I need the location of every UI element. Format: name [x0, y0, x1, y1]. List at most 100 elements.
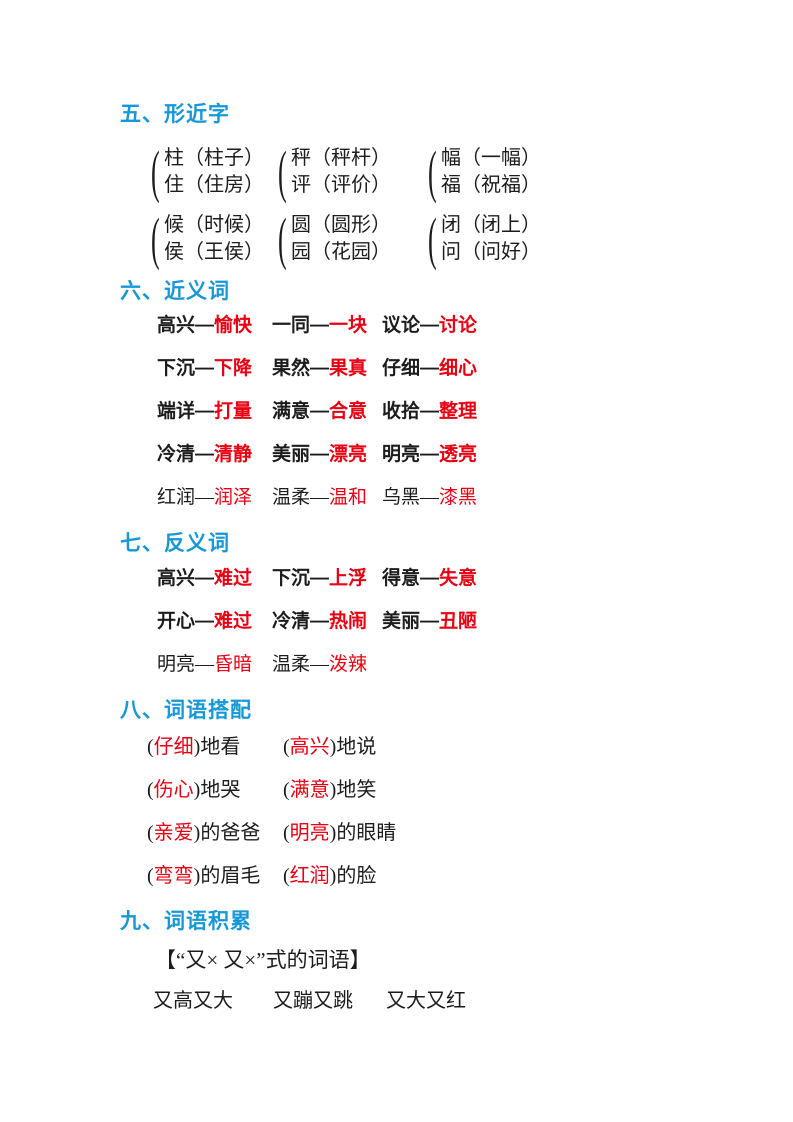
pattern-subtitle: 【“又× 又×”式的词语】 [155, 948, 371, 972]
collocation-word: 仔细 [153, 736, 194, 758]
dash: — [310, 315, 330, 336]
pair-bottom: 福（祝福） [441, 174, 541, 196]
dash: — [420, 315, 440, 336]
collocation-row: (仔细)地看 (高兴)地说 [147, 737, 793, 758]
collocation: (伤心)地哭 [147, 780, 283, 801]
pair-top: 幅（一幅） [441, 147, 541, 169]
pair-top: 秤（秤杆） [291, 147, 391, 169]
word-right: 愉快 [214, 315, 253, 336]
word-left: 温柔 [272, 487, 311, 508]
dash: — [420, 444, 440, 465]
dash: — [195, 654, 215, 675]
word-left: 乌黑 [382, 487, 421, 508]
word-right: 失意 [439, 568, 478, 589]
antonym-pair: 温柔—泼辣 [272, 655, 382, 675]
pair-bottom: 评（评价） [291, 174, 391, 196]
word-right: 昏暗 [214, 654, 253, 675]
word-left: 高兴 [157, 568, 196, 589]
paren-close: ) [329, 736, 337, 758]
word-right: 一块 [329, 315, 368, 336]
word-right: 果真 [329, 358, 368, 379]
dash: — [420, 401, 440, 422]
pair-lines: 幅（一幅） 福（祝福） [441, 145, 541, 199]
word-left: 满意 [272, 401, 311, 422]
word-right: 漂亮 [329, 444, 368, 465]
pair-brace: ( [151, 139, 160, 204]
antonym-pair: 得意—失意 [382, 569, 477, 589]
collocation: (亲爱)的爸爸 [147, 823, 283, 844]
collocation-word: 伤心 [153, 779, 194, 801]
paren-close: ) [329, 865, 337, 887]
collocation-tail: 地笑 [336, 779, 377, 801]
collocation-tail: 的眼睛 [336, 822, 397, 844]
synonym-pair: 温柔—温和 [272, 488, 382, 508]
dash: — [420, 611, 440, 632]
dash: — [310, 444, 330, 465]
section-title-fanyici: 七、反义词 [120, 532, 230, 555]
pair-brace: ( [151, 206, 160, 271]
word-right: 合意 [329, 401, 368, 422]
antonym-pair: 明亮—昏暗 [157, 655, 272, 675]
character-pair: ( 候（时候） 侯（王侯） [151, 206, 278, 271]
word-left: 冷清 [272, 611, 311, 632]
section-title-jinyici: 六、近义词 [120, 280, 230, 303]
paren-close: ) [329, 822, 337, 844]
word-left: 仔细 [382, 358, 421, 379]
dash: — [195, 401, 215, 422]
dash: — [310, 611, 330, 632]
pair-lines: 柱（柱子） 住（住房） [164, 145, 264, 199]
word-left: 温柔 [272, 654, 311, 675]
dash: — [195, 315, 215, 336]
dash: — [310, 487, 330, 508]
paren-open: ( [283, 736, 290, 758]
word-left: 一同 [272, 315, 311, 336]
collocation-tail: 地看 [200, 736, 241, 758]
section-ciyudapei: (仔细)地看 (高兴)地说 (伤心)地哭 (满意)地笑 (亲爱)的爸爸 (明亮)… [147, 737, 793, 887]
collocation-word: 亲爱 [153, 822, 194, 844]
character-pair: ( 秤（秤杆） 评（评价） [278, 143, 428, 201]
synonym-pair: 满意—合意 [272, 402, 382, 422]
word-left: 美丽 [382, 611, 421, 632]
synonym-row: 下沉—下降 果然—果真 仔细—细心 [157, 359, 793, 379]
word-right: 清静 [214, 444, 253, 465]
section-title-ciyujilei: 九、词语积累 [120, 910, 252, 933]
dash: — [420, 568, 440, 589]
paren-close: ) [193, 779, 201, 801]
dash: — [195, 444, 215, 465]
pair-brace: ( [428, 139, 437, 204]
antonym-pair: 冷清—热闹 [272, 612, 382, 632]
section-jinyici: 高兴—愉快 一同—一块 议论—讨论 下沉—下降 果然—果真 仔细—细心 端详—打… [157, 316, 793, 508]
collocation-tail: 的爸爸 [200, 822, 261, 844]
collocation: (红润)的脸 [283, 866, 376, 887]
word-left: 明亮 [382, 444, 421, 465]
pattern-word: 又高又大 [153, 990, 233, 1012]
collocation-word: 满意 [289, 779, 330, 801]
dash: — [195, 611, 215, 632]
collocation-word: 红润 [289, 865, 330, 887]
synonym-pair: 乌黑—漆黑 [382, 488, 477, 508]
word-left: 果然 [272, 358, 311, 379]
pair-bottom: 侯（王侯） [164, 241, 264, 263]
word-left: 端详 [157, 401, 196, 422]
paren-open: ( [283, 822, 290, 844]
paren-close: ) [329, 779, 337, 801]
collocation-row: (弯弯)的眉毛 (红润)的脸 [147, 866, 793, 887]
section-xingjinzi: ( 柱（柱子） 住（住房） ( 秤（秤杆） 评（评价） ( 幅（一幅） 福（祝福… [151, 139, 793, 271]
synonym-pair: 冷清—清静 [157, 445, 272, 465]
synonym-pair: 明亮—透亮 [382, 445, 477, 465]
synonym-pair: 一同—一块 [272, 316, 382, 336]
pair-top: 候（时候） [164, 214, 264, 236]
paren-close: ) [193, 822, 201, 844]
word-left: 开心 [157, 611, 196, 632]
section-fanyici: 高兴—难过 下沉—上浮 得意—失意 开心—难过 冷清—热闹 美丽—丑陋 明亮—昏… [157, 569, 793, 675]
collocation: (满意)地笑 [283, 780, 376, 801]
pair-bottom: 问（问好） [441, 241, 541, 263]
pair-top: 圆（圆形） [291, 214, 391, 236]
word-right: 漆黑 [439, 487, 478, 508]
pair-lines: 秤（秤杆） 评（评价） [291, 145, 391, 199]
collocation-word: 明亮 [289, 822, 330, 844]
paren-open: ( [147, 865, 154, 887]
pair-lines: 闭（闭上） 问（问好） [441, 212, 541, 266]
word-right: 下降 [214, 358, 253, 379]
